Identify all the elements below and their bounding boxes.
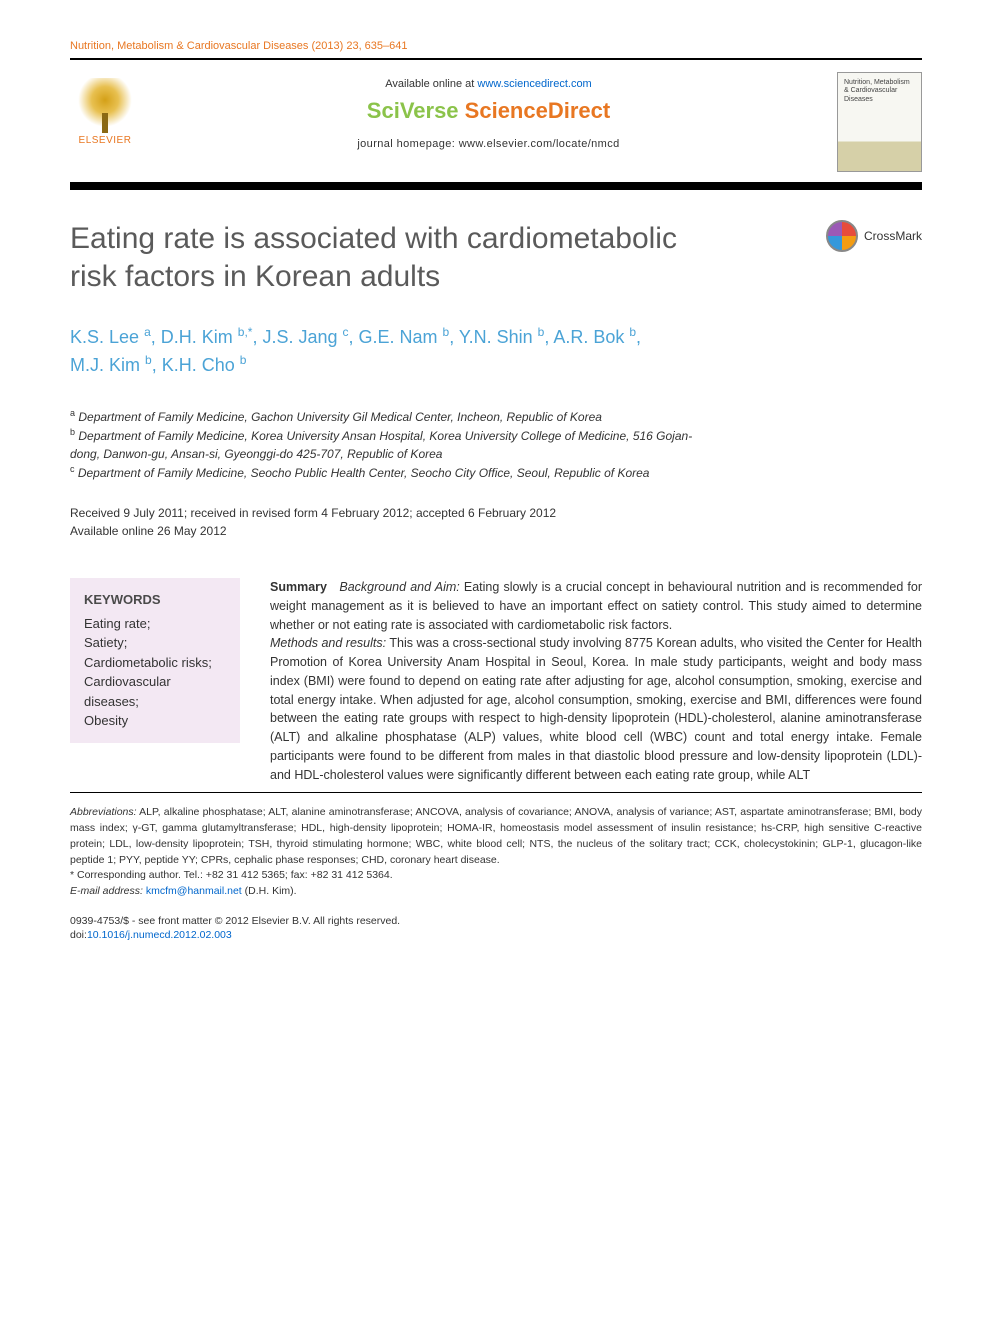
methods-results-label: Methods and results: xyxy=(270,636,386,650)
keyword-item: Obesity xyxy=(84,711,226,731)
email-line: E-mail address: kmcfm@hanmail.net (D.H. … xyxy=(70,884,922,900)
doi-link[interactable]: 10.1016/j.numecd.2012.02.003 xyxy=(87,929,232,941)
keyword-item: Cardiometabolic risks; xyxy=(84,653,226,673)
journal-reference: Nutrition, Metabolism & Cardiovascular D… xyxy=(70,40,922,52)
author-list: K.S. Lee a, D.H. Kim b,*, J.S. Jang c, G… xyxy=(70,323,670,379)
keywords-heading: KEYWORDS xyxy=(84,590,226,610)
abstract-body: Summary Background and Aim: Eating slowl… xyxy=(270,578,922,784)
doi-prefix: doi: xyxy=(70,929,87,941)
received-accepted-line: Received 9 July 2011; received in revise… xyxy=(70,504,922,522)
keywords-box: KEYWORDS Eating rate;Satiety;Cardiometab… xyxy=(70,578,240,743)
doi-line: doi:10.1016/j.numecd.2012.02.003 xyxy=(70,928,922,943)
elsevier-logo: ELSEVIER xyxy=(70,72,140,152)
journal-header: ELSEVIER Available online at www.science… xyxy=(70,72,922,172)
article-title: Eating rate is associated with cardiomet… xyxy=(70,220,690,295)
header-center: Available online at www.sciencedirect.co… xyxy=(160,72,817,150)
affiliation-c: c Department of Family Medicine, Seocho … xyxy=(70,463,710,482)
keywords-list: Eating rate;Satiety;Cardiometabolic risk… xyxy=(84,614,226,731)
sciencedirect-link[interactable]: www.sciencedirect.com xyxy=(477,78,591,90)
footnotes: Abbreviations: ALP, alkaline phosphatase… xyxy=(70,805,922,900)
header-rule xyxy=(70,182,922,190)
methods-results-text: This was a cross-sectional study involvi… xyxy=(270,636,922,781)
background-aim-label: Background and Aim: xyxy=(339,580,459,594)
journal-homepage-line: journal homepage: www.elsevier.com/locat… xyxy=(160,138,817,150)
affiliation-b: b Department of Family Medicine, Korea U… xyxy=(70,426,710,463)
available-online-date: Available online 26 May 2012 xyxy=(70,522,922,540)
article-dates: Received 9 July 2011; received in revise… xyxy=(70,504,922,540)
brand-sciencedirect: ScienceDirect xyxy=(465,98,611,123)
abbreviations-line: Abbreviations: ALP, alkaline phosphatase… xyxy=(70,805,922,868)
affiliation-a: a Department of Family Medicine, Gachon … xyxy=(70,407,710,426)
email-label: E-mail address: xyxy=(70,885,143,897)
available-online-line: Available online at www.sciencedirect.co… xyxy=(160,78,817,90)
corresponding-email-link[interactable]: kmcfm@hanmail.net xyxy=(146,885,242,897)
keyword-item: Eating rate; xyxy=(84,614,226,634)
available-prefix: Available online at xyxy=(385,78,477,90)
publisher-name: ELSEVIER xyxy=(79,135,132,146)
keyword-item: Satiety; xyxy=(84,633,226,653)
corresponding-author-line: * Corresponding author. Tel.: +82 31 412… xyxy=(70,868,922,884)
crossmark-icon xyxy=(826,220,858,252)
keyword-item: Cardiovascular diseases; xyxy=(84,672,226,711)
summary-label: Summary xyxy=(270,580,327,594)
elsevier-tree-icon xyxy=(75,78,135,133)
journal-cover-thumbnail: Nutrition, Metabolism & Cardiovascular D… xyxy=(837,72,922,172)
copyright-line: 0939-4753/$ - see front matter © 2012 El… xyxy=(70,914,922,929)
email-attribution: (D.H. Kim). xyxy=(242,885,297,897)
sciverse-brand: SciVerse ScienceDirect xyxy=(160,98,817,124)
crossmark-badge[interactable]: CrossMark xyxy=(826,220,922,252)
brand-sciverse: SciVerse xyxy=(367,98,465,123)
abbreviations-text: ALP, alkaline phosphatase; ALT, alanine … xyxy=(70,806,922,865)
affiliations: a Department of Family Medicine, Gachon … xyxy=(70,407,710,482)
copyright-block: 0939-4753/$ - see front matter © 2012 El… xyxy=(70,914,922,943)
crossmark-label: CrossMark xyxy=(864,229,922,243)
abbreviations-label: Abbreviations: xyxy=(70,806,137,818)
